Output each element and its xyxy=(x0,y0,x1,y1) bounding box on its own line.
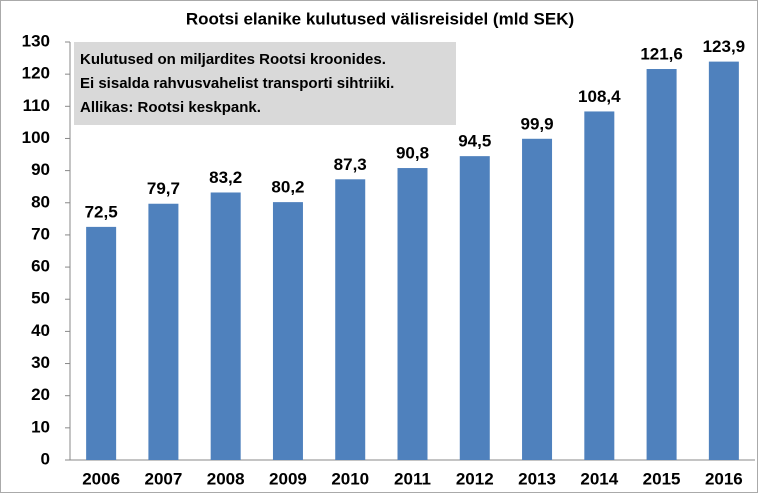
annotation-line: Allikas: Rootsi keskpank. xyxy=(80,99,261,116)
value-label: 87,3 xyxy=(334,155,367,174)
x-tick-label: 2008 xyxy=(207,469,245,488)
x-tick-label: 2006 xyxy=(82,469,120,488)
bar xyxy=(459,156,490,460)
bar xyxy=(210,192,241,461)
value-label: 123,9 xyxy=(703,37,746,56)
value-label: 79,7 xyxy=(147,179,180,198)
y-tick-label: 40 xyxy=(31,321,50,340)
x-tick-label: 2010 xyxy=(331,469,369,488)
chart-title: Rootsi elanike kulutused välisreisidel (… xyxy=(186,9,574,28)
bar xyxy=(646,69,677,461)
bar xyxy=(522,138,553,460)
x-tick-label: 2007 xyxy=(144,469,182,488)
annotation-line: Ei sisalda rahvusvahelist transporti sih… xyxy=(80,75,394,92)
y-tick-label: 30 xyxy=(31,353,50,372)
x-tick-label: 2012 xyxy=(456,469,494,488)
value-label: 94,5 xyxy=(458,132,491,151)
y-tick-label: 10 xyxy=(31,417,50,436)
bar xyxy=(86,226,117,460)
value-label: 72,5 xyxy=(85,202,118,221)
y-tick-label: 70 xyxy=(31,224,50,243)
bar xyxy=(708,61,739,461)
value-label: 99,9 xyxy=(520,114,553,133)
value-label: 83,2 xyxy=(209,168,242,187)
y-tick-label: 0 xyxy=(41,449,50,468)
x-tick-label: 2015 xyxy=(643,469,681,488)
x-tick-label: 2011 xyxy=(394,469,431,488)
x-tick-label: 2016 xyxy=(705,469,743,488)
x-tick-label: 2009 xyxy=(269,469,307,488)
y-tick-label: 20 xyxy=(31,385,50,404)
bar xyxy=(584,111,615,461)
bar xyxy=(272,202,303,460)
y-tick-label: 50 xyxy=(31,289,50,308)
annotation-box xyxy=(74,42,456,125)
value-label: 90,8 xyxy=(396,144,429,163)
y-tick-label: 60 xyxy=(31,257,50,276)
y-tick-label: 100 xyxy=(22,128,50,147)
value-label: 108,4 xyxy=(578,87,621,106)
y-tick-label: 90 xyxy=(31,160,50,179)
y-tick-label: 80 xyxy=(31,192,50,211)
y-tick-label: 130 xyxy=(22,31,50,50)
value-label: 80,2 xyxy=(271,178,304,197)
x-tick-label: 2014 xyxy=(580,469,618,488)
bar xyxy=(397,168,428,460)
y-tick-label: 120 xyxy=(22,64,50,83)
value-label: 121,6 xyxy=(640,44,683,63)
bar xyxy=(148,203,179,461)
y-tick-label: 110 xyxy=(23,96,50,115)
x-tick-label: 2013 xyxy=(518,469,556,488)
annotation-line: Kulutused on miljardites Rootsi kroonide… xyxy=(80,51,386,68)
bar xyxy=(335,179,366,460)
